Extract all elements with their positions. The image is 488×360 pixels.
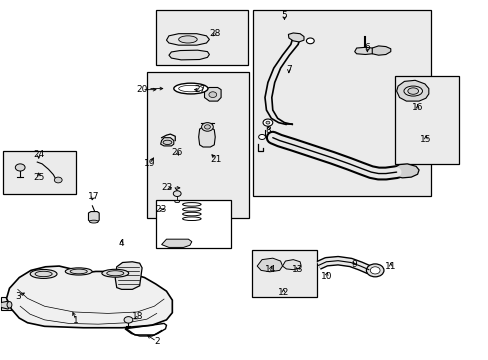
Ellipse shape [174,201,179,203]
Text: 1: 1 [73,316,79,325]
Ellipse shape [35,271,52,276]
Ellipse shape [182,208,201,211]
Text: 27: 27 [194,85,205,94]
Ellipse shape [403,86,422,96]
Ellipse shape [182,203,201,206]
Polygon shape [288,33,304,42]
Polygon shape [354,47,373,54]
Ellipse shape [30,270,57,278]
Ellipse shape [182,212,201,216]
Ellipse shape [102,269,128,277]
Circle shape [173,191,181,197]
Text: 24: 24 [33,150,44,159]
Text: 18: 18 [132,312,143,321]
Text: 10: 10 [320,271,331,280]
Ellipse shape [163,140,171,144]
Text: 28: 28 [209,29,221,38]
Circle shape [15,164,25,171]
Text: 26: 26 [171,148,183,157]
Ellipse shape [182,217,201,221]
Ellipse shape [178,85,203,92]
Ellipse shape [178,36,197,43]
Text: 11: 11 [384,262,396,271]
Text: 23: 23 [155,205,166,214]
Polygon shape [0,301,9,309]
Bar [147,72,249,218]
Text: 19: 19 [143,159,155,168]
Text: 25: 25 [33,173,44,182]
Circle shape [204,125,210,129]
Bar [0,297,19,310]
Text: 7: 7 [285,65,291,74]
Circle shape [369,267,379,274]
Text: 13: 13 [292,265,303,274]
Text: 20: 20 [136,85,147,94]
Circle shape [265,121,269,124]
Polygon shape [371,46,390,55]
Circle shape [124,317,133,323]
Text: 12: 12 [277,288,288,297]
Ellipse shape [89,220,98,223]
Text: 22: 22 [162,183,173,192]
Ellipse shape [173,83,207,94]
Polygon shape [394,164,418,178]
Text: 5: 5 [281,10,287,19]
Bar [253,10,430,196]
Text: 6: 6 [364,43,369,52]
Ellipse shape [407,88,418,94]
Circle shape [306,38,314,44]
Polygon shape [160,138,173,146]
Polygon shape [6,266,172,328]
Ellipse shape [7,302,12,308]
Text: 3: 3 [15,292,21,301]
Polygon shape [168,50,209,60]
Polygon shape [204,87,221,101]
Text: 8: 8 [265,126,271,135]
Bar [156,10,248,65]
Text: 16: 16 [411,103,423,112]
Ellipse shape [70,269,87,274]
Circle shape [366,264,383,277]
Bar [156,200,230,248]
Polygon shape [257,258,282,272]
Polygon shape [166,34,209,45]
Circle shape [201,123,213,131]
Text: 4: 4 [119,239,124,248]
Polygon shape [396,80,428,101]
Polygon shape [161,239,191,247]
Text: 21: 21 [210,155,222,164]
Polygon shape [198,127,215,147]
Ellipse shape [106,271,123,276]
Bar [3,151,76,194]
Polygon shape [88,212,99,222]
Bar [394,76,458,164]
Polygon shape [282,260,301,270]
Circle shape [258,134,265,139]
Text: 17: 17 [87,192,99,201]
Bar [252,250,316,297]
Ellipse shape [65,268,92,275]
Circle shape [54,177,62,183]
Text: 2: 2 [154,337,159,346]
Text: 15: 15 [419,135,431,144]
Text: 14: 14 [264,265,276,274]
Text: 9: 9 [350,260,356,269]
Circle shape [208,92,216,98]
Polygon shape [115,262,142,289]
Circle shape [263,119,272,126]
